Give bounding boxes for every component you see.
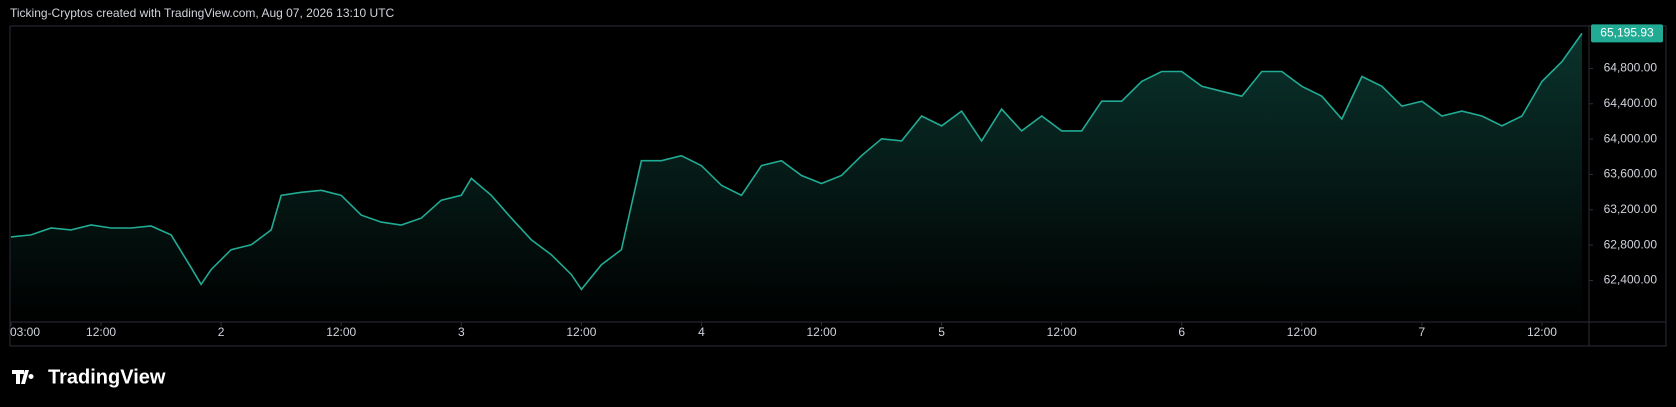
x-tick-label: 12:00 <box>806 325 836 339</box>
header-title: Ticking-Cryptos created with TradingView… <box>10 6 395 20</box>
last-price-label: 65,195.93 <box>1600 26 1654 40</box>
x-tick-label: 5 <box>938 325 945 339</box>
x-tick-label: 2 <box>218 325 225 339</box>
y-tick-label: 63,600.00 <box>1604 167 1658 181</box>
x-tick-label: 12:00 <box>326 325 356 339</box>
y-tick-label: 62,800.00 <box>1604 237 1658 251</box>
x-tick-label: 12:00 <box>1047 325 1077 339</box>
x-tick-label: 6 <box>1178 325 1185 339</box>
y-tick-label: 63,200.00 <box>1604 202 1658 216</box>
x-tick-label: 3 <box>458 325 465 339</box>
x-tick-label: 03:00 <box>10 325 40 339</box>
logo-icon <box>12 370 34 384</box>
logo: TradingView <box>12 366 166 388</box>
x-tick-label: 12:00 <box>1527 325 1557 339</box>
y-tick-label: 62,400.00 <box>1604 273 1658 287</box>
x-tick-label: 12:00 <box>86 325 116 339</box>
y-tick-label: 64,000.00 <box>1604 131 1658 145</box>
x-tick-label: 7 <box>1419 325 1426 339</box>
x-tick-label: 12:00 <box>566 325 596 339</box>
y-tick-label: 64,800.00 <box>1604 61 1658 75</box>
plot-frame <box>9 25 1667 347</box>
y-tick-label: 64,400.00 <box>1604 96 1658 110</box>
price-line <box>10 32 1583 291</box>
area-fill <box>11 33 1582 323</box>
x-tick-label: 4 <box>698 325 705 339</box>
last-price-box <box>1591 24 1663 43</box>
logo-text: TradingView <box>48 366 166 388</box>
x-tick-label: 12:00 <box>1287 325 1317 339</box>
